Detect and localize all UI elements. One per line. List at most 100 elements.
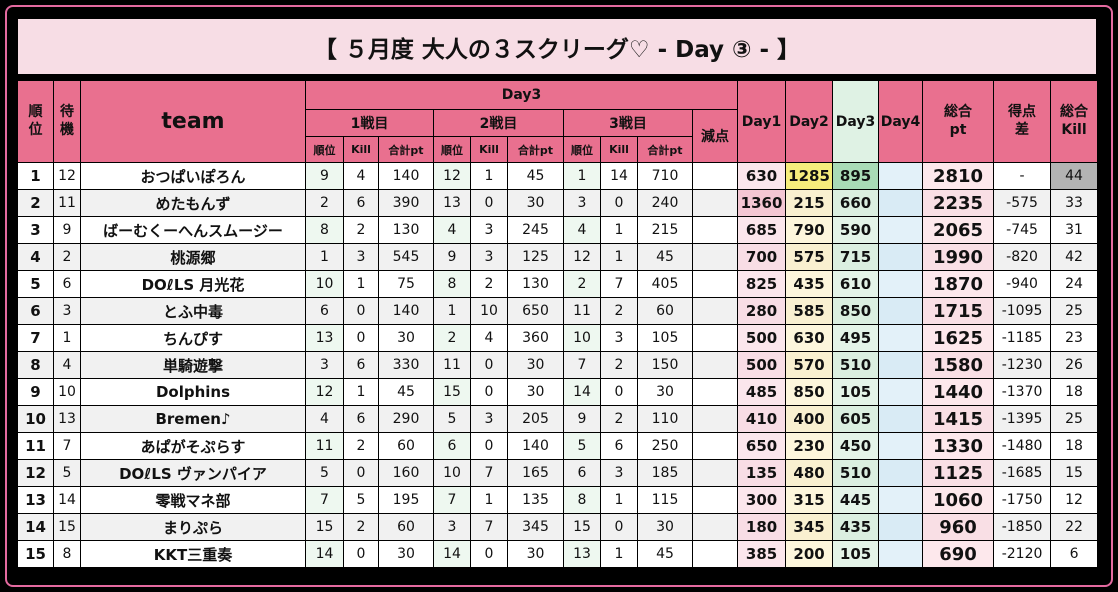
penalty-cell bbox=[691, 459, 739, 487]
table-cell: 12 bbox=[305, 378, 344, 406]
table-cell: 30 bbox=[637, 513, 693, 541]
table-cell: 1 bbox=[600, 243, 638, 271]
table-cell: 450 bbox=[832, 432, 880, 460]
table-cell: 630 bbox=[785, 324, 834, 352]
table-cell: 4 bbox=[343, 162, 379, 190]
table-cell: 215 bbox=[637, 216, 693, 244]
table-cell: まりぷら bbox=[80, 513, 306, 541]
table-cell: 1125 bbox=[922, 459, 995, 487]
table-cell: 105 bbox=[637, 324, 693, 352]
table-cell: 650 bbox=[507, 297, 564, 325]
table-cell: 385 bbox=[737, 540, 787, 568]
table-cell: 700 bbox=[737, 243, 787, 271]
table-cell: 6 bbox=[600, 432, 638, 460]
table-cell: 715 bbox=[832, 243, 880, 271]
day4-cell bbox=[878, 270, 924, 298]
day4-cell bbox=[878, 378, 924, 406]
table-cell: 825 bbox=[737, 270, 787, 298]
table-cell: -1230 bbox=[993, 351, 1052, 379]
table-cell: 1990 bbox=[922, 243, 995, 271]
table-cell: 3 bbox=[600, 459, 638, 487]
table-cell: 30 bbox=[507, 189, 564, 217]
header-cell: 2戦目 bbox=[433, 109, 564, 137]
table-cell: 185 bbox=[637, 459, 693, 487]
table-cell: 13 bbox=[563, 540, 601, 568]
table-row: 7 1 ちんぴす 13 0 30 2 4 360 10 3 105 500 630 495 1625 -1185… bbox=[17, 324, 1099, 352]
table-cell: 710 bbox=[637, 162, 693, 190]
table-cell: 2 bbox=[343, 513, 379, 541]
table-cell: 23 bbox=[1050, 324, 1099, 352]
table-cell: 2 bbox=[343, 432, 379, 460]
table-cell: 5 bbox=[17, 270, 54, 298]
table-cell: 60 bbox=[378, 432, 434, 460]
header-row: 順位 待機 team Day3 Day1 Day2 Day3 Day4 総合pt 得点差 総合Kil… bbox=[17, 80, 1099, 163]
table-cell: 1 bbox=[470, 486, 508, 514]
table-cell: 3 bbox=[600, 324, 638, 352]
table-cell: 6 bbox=[17, 297, 54, 325]
table-cell: 110 bbox=[637, 405, 693, 433]
table-cell: 135 bbox=[507, 486, 564, 514]
table-cell: 4 bbox=[17, 243, 54, 271]
table-cell: 12 bbox=[433, 162, 471, 190]
table-cell: 3 bbox=[470, 216, 508, 244]
table-cell: 1360 bbox=[737, 189, 787, 217]
table-cell: 345 bbox=[785, 513, 834, 541]
header-row: 順位 Kill 合計pt 順位 Kill 合計pt 順位 Kill 合計pt bbox=[18, 136, 1098, 163]
table-cell: 30 bbox=[637, 378, 693, 406]
table-cell: 13 bbox=[433, 189, 471, 217]
table-cell: 195 bbox=[378, 486, 434, 514]
table-cell: 24 bbox=[1050, 270, 1099, 298]
table-cell: 6 bbox=[305, 297, 344, 325]
table-cell: 12 bbox=[1050, 486, 1099, 514]
table-cell: 9 bbox=[53, 216, 81, 244]
table-cell: 0 bbox=[343, 324, 379, 352]
table-cell: 7 bbox=[470, 513, 508, 541]
table-cell: 13 bbox=[53, 405, 81, 433]
table-cell: 485 bbox=[737, 378, 787, 406]
table-cell: 360 bbox=[507, 324, 564, 352]
table-cell: Bremen♪ bbox=[80, 405, 306, 433]
table-cell: 8 bbox=[563, 486, 601, 514]
table-cell: 2 bbox=[600, 405, 638, 433]
table-cell: 8 bbox=[17, 351, 54, 379]
table-cell: 610 bbox=[832, 270, 880, 298]
table-cell: 1 bbox=[17, 162, 54, 190]
table-cell: 7 bbox=[433, 486, 471, 514]
table-cell: 790 bbox=[785, 216, 834, 244]
table-cell: 10 bbox=[433, 459, 471, 487]
table-cell: 5 bbox=[433, 405, 471, 433]
table-cell: ばーむくーへんスムージー bbox=[80, 216, 306, 244]
table-cell: 315 bbox=[785, 486, 834, 514]
table-cell: 15 bbox=[53, 513, 81, 541]
table-cell: 435 bbox=[785, 270, 834, 298]
header-cell: 合計pt bbox=[378, 136, 434, 163]
table-cell: 45 bbox=[637, 243, 693, 271]
table-cell: 895 bbox=[832, 162, 880, 190]
table-cell: 3 bbox=[343, 243, 379, 271]
penalty-cell bbox=[691, 297, 739, 325]
table-cell: 510 bbox=[832, 459, 880, 487]
table-row: 10 13 Bremen♪ 4 6 290 5 3 205 9 2 110 410 400 605 1415-… bbox=[17, 405, 1099, 433]
table-cell: 180 bbox=[737, 513, 787, 541]
table-cell: 7 bbox=[600, 270, 638, 298]
table-cell: 2 bbox=[600, 297, 638, 325]
table-cell: 215 bbox=[785, 189, 834, 217]
header-cell: 合計pt bbox=[507, 136, 564, 163]
day4-cell bbox=[878, 189, 924, 217]
table-cell: -575 bbox=[993, 189, 1052, 217]
table-cell: 7 bbox=[53, 432, 81, 460]
table-cell: 45 bbox=[637, 540, 693, 568]
table-cell: 3 bbox=[433, 513, 471, 541]
table-row: 15 8 KKT三重奏 14 0 30 14 0 30 13 1 45 385 200 105 690 -212… bbox=[17, 540, 1099, 568]
table-cell: 11 bbox=[305, 432, 344, 460]
table-cell: 105 bbox=[832, 378, 880, 406]
table-cell: 25 bbox=[1050, 297, 1099, 325]
table-cell: 1 bbox=[343, 270, 379, 298]
header-cell: 順位 bbox=[17, 80, 54, 163]
table-cell: 18 bbox=[1050, 432, 1099, 460]
day4-cell bbox=[878, 297, 924, 325]
table-cell: 1 bbox=[600, 540, 638, 568]
header-cell: Kill bbox=[600, 136, 638, 163]
header-cell: 減点 bbox=[691, 109, 739, 163]
day4-cell bbox=[878, 405, 924, 433]
